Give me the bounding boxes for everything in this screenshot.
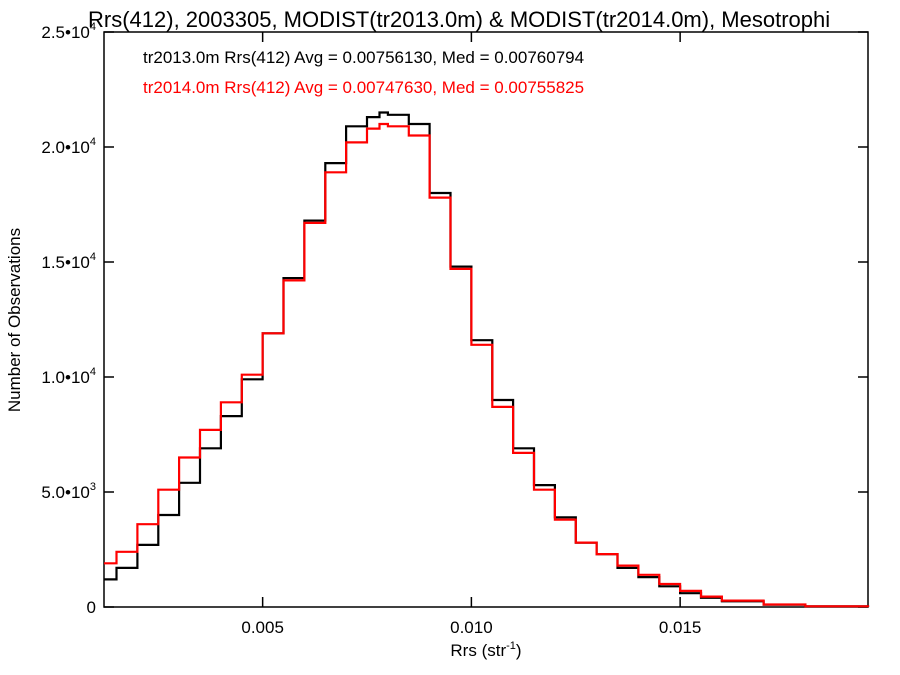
- y-tick-label: 1.5•104: [41, 251, 96, 272]
- x-axis-label-sup: -1: [506, 640, 516, 652]
- y-tick-label: 1.0•104: [41, 366, 96, 387]
- series-group: [104, 111, 870, 608]
- y-tick-label-mantissa: 1.0•10: [41, 368, 90, 387]
- y-tick-label-exponent: 4: [90, 136, 96, 148]
- y-tick-label-mantissa: 2.5•10: [41, 23, 90, 42]
- plot-frame: [103, 31, 869, 608]
- y-tick-label-exponent: 3: [90, 481, 96, 493]
- x-axis-label: Rrs (str-1): [450, 640, 521, 660]
- legend-entry-2: tr2014.0m Rrs(412) Avg = 0.00747630, Med…: [143, 78, 584, 97]
- x-axis: 0.005 0.010 0.015: [241, 32, 701, 637]
- legend-entry-1: tr2013.0m Rrs(412) Avg = 0.00756130, Med…: [143, 48, 584, 67]
- x-tick-label: 0.005: [241, 618, 284, 637]
- x-tick-label: 0.015: [659, 618, 702, 637]
- y-tick-label-exponent: 4: [90, 251, 96, 263]
- chart-title: Rrs(412), 2003305, MODIST(tr2013.0m) & M…: [88, 7, 830, 32]
- y-axis-label: Number of Observations: [5, 228, 24, 412]
- y-tick-label: 2.0•104: [41, 136, 96, 157]
- y-tick-label-mantissa: 0: [87, 598, 96, 617]
- y-tick-label: 2.5•104: [41, 21, 96, 42]
- y-tick-label-mantissa: 2.0•10: [41, 138, 90, 157]
- y-tick-label-exponent: 4: [90, 21, 96, 33]
- y-tick-label: 5.0•103: [41, 481, 96, 502]
- series-line-2: [104, 122, 870, 608]
- y-tick-label-mantissa: 5.0•10: [41, 483, 90, 502]
- y-tick-label: 0: [87, 598, 96, 617]
- x-axis-label-close: ): [516, 641, 522, 660]
- x-tick-label: 0.010: [450, 618, 493, 637]
- y-tick-label-exponent: 4: [90, 366, 96, 378]
- series-line-1: [104, 111, 870, 608]
- y-tick-label-mantissa: 1.5•10: [41, 253, 90, 272]
- x-axis-label-main: Rrs (str: [450, 641, 506, 660]
